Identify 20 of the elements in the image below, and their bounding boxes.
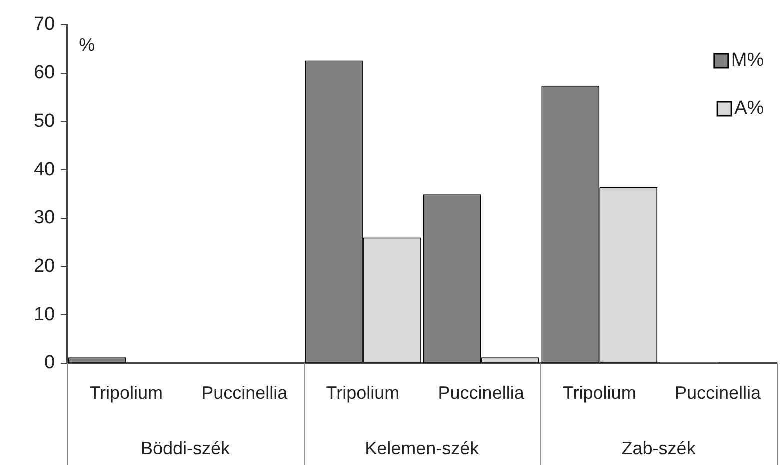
y-tick-label: 0 [44, 352, 56, 374]
y-tick-label: 50 [34, 110, 56, 132]
x-tick-label: Tripolium [562, 383, 636, 404]
text: Kelemen-szék [365, 438, 480, 458]
x-tick-label: Tripolium [90, 383, 163, 404]
y-axis-title: % [79, 34, 96, 55]
y-tick-label: 70 [34, 14, 56, 36]
x-tick-label: Puccinellia [438, 383, 526, 404]
x-tick-label: Tripolium [326, 383, 400, 404]
y-tick-label: 10 [34, 304, 56, 326]
x-tick-label: Puccinellia [674, 383, 762, 404]
y-tick-label: 30 [34, 208, 56, 229]
legend-label: A% [734, 98, 764, 120]
x-tick-label: Puccinellia [202, 383, 289, 404]
text: Zab-szék [622, 438, 697, 458]
legend-label: M% [731, 50, 764, 72]
text: Böddi-szék [140, 438, 231, 458]
y-tick-label: 40 [34, 159, 56, 180]
y-tick-label: 20 [34, 256, 56, 277]
y-tick-label: 60 [34, 62, 56, 84]
